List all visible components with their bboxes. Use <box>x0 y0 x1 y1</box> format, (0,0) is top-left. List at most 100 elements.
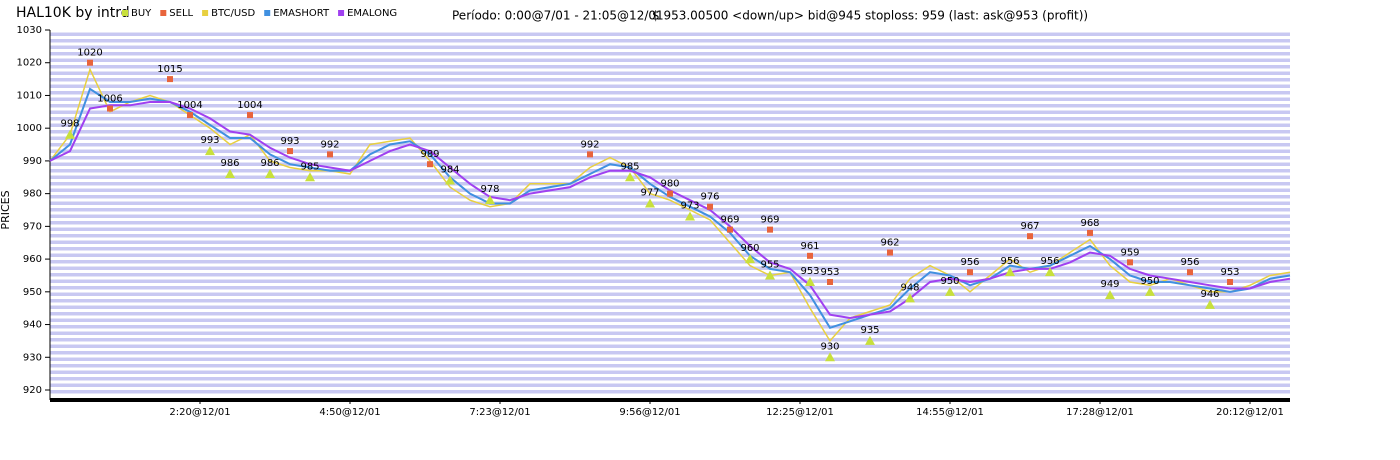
sell-marker <box>807 252 813 259</box>
buy-marker <box>685 211 695 221</box>
buy-marker <box>1145 286 1155 296</box>
sell-label: 967 <box>1020 221 1039 232</box>
sell-marker <box>1187 269 1193 276</box>
x-tick-label: 9:56@12/01 <box>619 407 680 418</box>
buy-label: 956 <box>1000 256 1019 267</box>
buy-label: 978 <box>480 184 499 195</box>
legend-label: BUY <box>131 8 152 19</box>
sell-label: 1020 <box>77 48 102 59</box>
sell-label: 1004 <box>177 100 202 111</box>
sell-marker <box>187 112 193 119</box>
buy-marker <box>485 195 495 205</box>
sell-label: 968 <box>1080 218 1099 229</box>
buy-label: 977 <box>640 187 659 198</box>
sell-label: 969 <box>720 215 739 226</box>
y-tick-label: 920 <box>23 385 42 396</box>
sell-marker <box>107 105 113 112</box>
sell-label: 1015 <box>157 64 182 75</box>
legend-label: SELL <box>169 8 193 19</box>
buy-marker <box>865 335 875 345</box>
sell-label: 989 <box>420 149 439 160</box>
price-line <box>49 87 1291 329</box>
buy-label: 946 <box>1200 289 1219 300</box>
price-line <box>49 101 1291 320</box>
legend-label: BTC/USD <box>211 8 255 19</box>
buy-label: 973 <box>680 201 699 212</box>
sell-marker <box>727 226 733 233</box>
buy-marker <box>745 254 755 264</box>
y-tick-label: 1000 <box>17 123 42 134</box>
y-tick-label: 930 <box>23 352 42 363</box>
annotation: $ 953.00500 <down/up> bid@945 stoploss: … <box>652 9 1088 23</box>
sell-marker <box>667 190 673 197</box>
sell-marker <box>767 226 773 233</box>
buy-marker <box>905 293 915 303</box>
y-tick-label: 1030 <box>17 25 42 36</box>
sell-label: 1006 <box>97 94 122 105</box>
buy-label: 953 <box>800 266 819 277</box>
y-tick-label: 940 <box>23 320 42 331</box>
buy-label: 986 <box>260 158 279 169</box>
legend-label: EMALONG <box>347 8 397 19</box>
sell-label: 980 <box>660 179 679 190</box>
y-tick-label: 960 <box>23 254 42 265</box>
sell-marker <box>1227 279 1233 285</box>
sell-marker <box>327 151 333 158</box>
sell-label: 953 <box>1220 267 1239 278</box>
sell-marker <box>87 59 93 66</box>
subtitle: Período: 0:00@7/01 - 21:05@12/01 <box>452 9 664 23</box>
chart-title: HAL10K by intrd <box>16 5 130 21</box>
sell-marker <box>247 112 253 119</box>
sell-marker <box>1087 229 1093 236</box>
sell-label: 956 <box>960 257 979 268</box>
buy-label: 955 <box>760 259 779 270</box>
sell-label: 992 <box>320 139 339 150</box>
sell-marker <box>967 269 973 276</box>
buy-marker <box>645 198 655 208</box>
x-tick-label: 2:20@12/01 <box>169 407 230 418</box>
sell-marker <box>827 279 833 285</box>
y-tick-label: 1010 <box>17 90 42 101</box>
buy-label: 985 <box>620 161 639 172</box>
x-tick-label: 17:28@12/01 <box>1066 407 1134 418</box>
legend-swatch <box>264 10 271 16</box>
buy-marker <box>305 172 315 182</box>
sell-marker <box>287 148 293 155</box>
sell-label: 959 <box>1120 247 1139 258</box>
buy-marker <box>265 169 275 178</box>
buy-marker <box>225 169 235 178</box>
buy-label: 949 <box>1100 279 1119 290</box>
buy-marker <box>765 270 775 280</box>
sell-label: 953 <box>820 267 839 278</box>
buy-marker <box>1205 299 1215 309</box>
legend-label: EMASHORT <box>273 8 330 19</box>
buy-label: 998 <box>60 119 79 130</box>
buy-label: 930 <box>820 341 839 352</box>
buy-label: 960 <box>740 243 759 254</box>
legend-swatch <box>202 10 209 16</box>
buy-marker <box>945 286 955 296</box>
sell-marker <box>887 249 893 256</box>
buy-label: 986 <box>220 158 239 169</box>
buy-label: 956 <box>1040 256 1059 267</box>
sell-marker <box>1027 233 1033 240</box>
legend-swatch <box>122 10 128 16</box>
buy-marker <box>65 129 75 139</box>
sell-marker <box>1127 259 1133 266</box>
plot-background <box>50 30 1290 395</box>
x-tick-label: 12:25@12/01 <box>766 407 834 418</box>
y-axis-label: PRICES <box>0 190 12 229</box>
buy-marker <box>805 277 815 286</box>
sell-marker <box>707 203 713 210</box>
sell-marker <box>167 76 173 83</box>
buy-marker <box>1045 267 1055 277</box>
sell-label: 961 <box>800 241 819 252</box>
x-tick-label: 4:50@12/01 <box>319 407 380 418</box>
legend-swatch <box>160 10 167 16</box>
buy-label: 993 <box>200 135 219 146</box>
buy-label: 950 <box>1140 276 1159 287</box>
buy-label: 948 <box>900 282 919 293</box>
x-tick-label: 7:23@12/01 <box>469 407 530 418</box>
y-tick-label: 1020 <box>17 58 42 69</box>
